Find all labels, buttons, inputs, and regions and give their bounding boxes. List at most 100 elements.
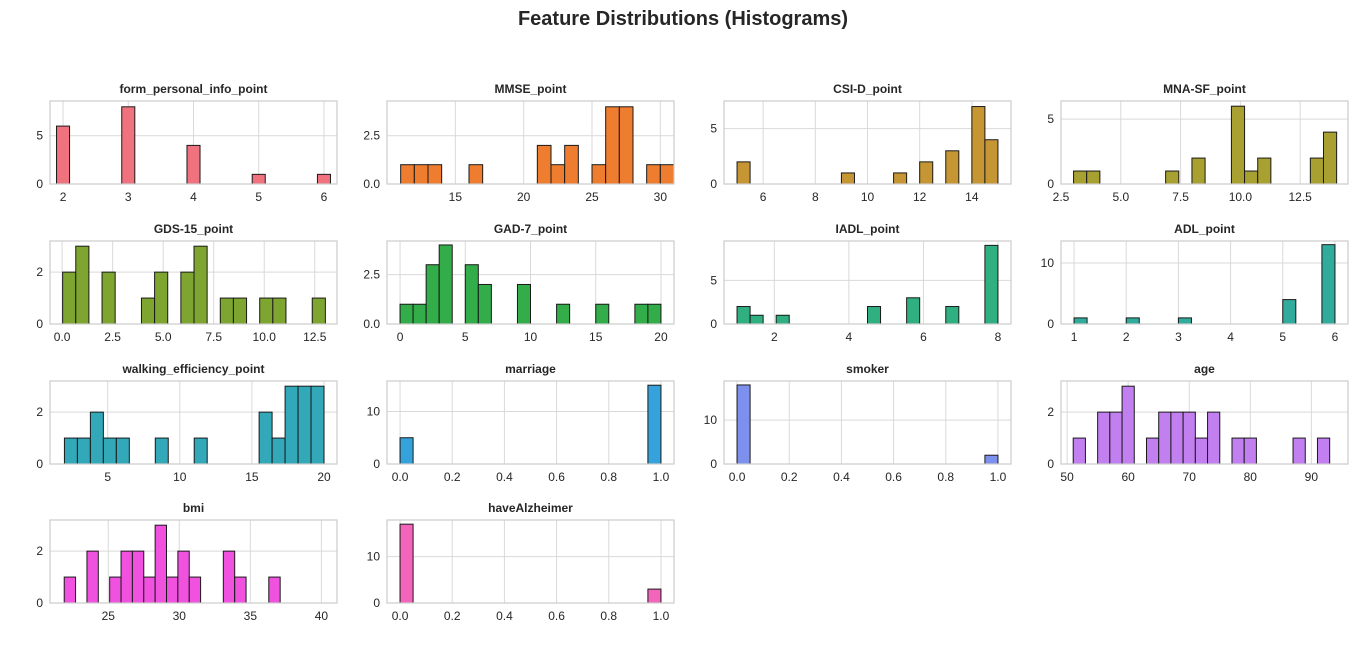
histogram-bar	[120, 550, 133, 604]
histogram-bar	[268, 576, 281, 604]
y-tick-label: 2	[36, 544, 43, 558]
histogram-bar	[1170, 411, 1184, 465]
subplot-title: MMSE_point	[495, 82, 567, 96]
axes-frame	[386, 519, 675, 604]
x-tick-label: 6	[760, 190, 767, 204]
axes-frame	[386, 240, 675, 325]
x-tick-label: 20	[517, 190, 531, 204]
axes-frame	[723, 100, 1012, 185]
subplot-walking_efficiency_point: walking_efficiency_point 5 10 15 20 0 2	[36, 362, 338, 484]
x-tick-label: 0.6	[548, 609, 565, 623]
x-tick-label: 0.0	[392, 609, 409, 623]
figure-title: Feature Distributions (Histograms)	[517, 8, 849, 30]
histogram-bar	[154, 437, 169, 465]
x-tick-label: 1.0	[653, 470, 670, 484]
y-tick-label: 10	[367, 404, 381, 418]
x-tick-label: 10	[861, 190, 875, 204]
x-tick-label: 0.0	[392, 470, 409, 484]
x-tick-label: 15	[449, 190, 463, 204]
x-tick-label: 8	[995, 330, 1002, 344]
x-tick-label: 5.0	[1112, 190, 1129, 204]
subplot-title: bmi	[183, 501, 204, 515]
histogram-bar	[1230, 105, 1246, 185]
histogram-bar	[56, 125, 71, 185]
histogram-bar	[1086, 170, 1101, 185]
histogram-bar	[101, 271, 116, 325]
histogram-bar	[1073, 317, 1088, 325]
x-tick-label: 0.0	[729, 470, 746, 484]
histogram-bar	[222, 550, 236, 604]
histogram-bar	[1321, 244, 1336, 325]
histogram-bar	[919, 161, 934, 185]
histogram-bar	[984, 454, 999, 465]
y-tick-label: 0	[1047, 177, 1054, 191]
y-tick-label: 0	[373, 457, 380, 471]
axes-frame	[1060, 240, 1349, 325]
histogram-bar	[193, 245, 208, 325]
histogram-bar	[310, 385, 325, 465]
histogram-bar	[647, 384, 662, 465]
histogram-bar	[1194, 437, 1209, 465]
histogram-bar	[76, 437, 91, 465]
subplot-title: GAD-7_point	[494, 222, 567, 236]
histogram-bar	[605, 106, 620, 185]
histogram-bar	[272, 297, 287, 325]
histogram-bar	[971, 106, 986, 185]
subplot-haveAlzheimer: haveAlzheimer 0.0 0.2 0.4 0.6 0.8 1.0 0 10	[367, 501, 675, 623]
x-tick-label: 0.8	[937, 470, 954, 484]
histogram-bar	[316, 173, 331, 185]
x-tick-label: 0.2	[444, 609, 461, 623]
axes-frame	[49, 519, 338, 604]
histogram-bar	[62, 271, 77, 325]
x-tick-label: 80	[1244, 470, 1258, 484]
x-tick-label: 6	[1332, 330, 1339, 344]
histogram-bar	[945, 150, 960, 185]
axes-frame	[49, 240, 338, 325]
subplot-bmi: bmi 25 30 35 40 0 2	[36, 501, 338, 623]
histogram-bar	[1244, 170, 1259, 185]
histogram-bar	[166, 576, 179, 604]
x-tick-label: 20	[654, 330, 668, 344]
x-tick-label: 30	[654, 190, 668, 204]
histogram-bar	[1097, 411, 1111, 465]
x-tick-label: 5	[462, 330, 469, 344]
histogram-bar	[1231, 437, 1245, 465]
histogram-bar	[400, 164, 415, 185]
x-tick-label: 60	[1121, 470, 1135, 484]
histogram-bar	[75, 245, 90, 325]
x-tick-label: 0.2	[781, 470, 798, 484]
subplot-title: smoker	[846, 362, 889, 376]
histogram-bar	[1165, 170, 1180, 185]
y-tick-label: 5	[1047, 112, 1054, 126]
x-tick-label: 6	[920, 330, 927, 344]
subplot-GAD-7_point: GAD-7_point 0 5 10 15 20 0.0 2.5	[363, 222, 675, 344]
histogram-bar	[427, 164, 443, 185]
histogram-bar	[412, 303, 427, 325]
y-tick-label: 0	[36, 457, 43, 471]
subplot-CSI-D_point: CSI-D_point 6 8 10 12 14 0 5	[710, 82, 1012, 204]
histogram-bar	[595, 303, 610, 325]
x-tick-label: 8	[812, 190, 819, 204]
axes-frame	[49, 380, 338, 465]
y-tick-label: 0	[36, 177, 43, 191]
histogram-bar	[464, 264, 479, 325]
x-tick-label: 0.6	[548, 470, 565, 484]
y-tick-label: 2	[36, 405, 43, 419]
histogram-bar	[736, 306, 751, 325]
histogram-bar	[131, 550, 145, 604]
histogram-bar	[1257, 157, 1272, 185]
x-tick-label: 1.0	[990, 470, 1007, 484]
histogram-bar	[425, 264, 440, 325]
x-tick-label: 2.5	[104, 330, 121, 344]
histogram-bar	[63, 437, 78, 465]
y-tick-label: 10	[1041, 256, 1055, 270]
histogram-bar	[1282, 299, 1297, 325]
histogram-bar	[564, 144, 579, 185]
axes-frame	[1060, 100, 1349, 185]
x-tick-label: 20	[317, 470, 331, 484]
histogram-bar	[143, 576, 156, 604]
subplot-title: marriage	[505, 362, 556, 376]
histogram-bar	[219, 297, 234, 325]
histogram-bar	[121, 106, 136, 185]
